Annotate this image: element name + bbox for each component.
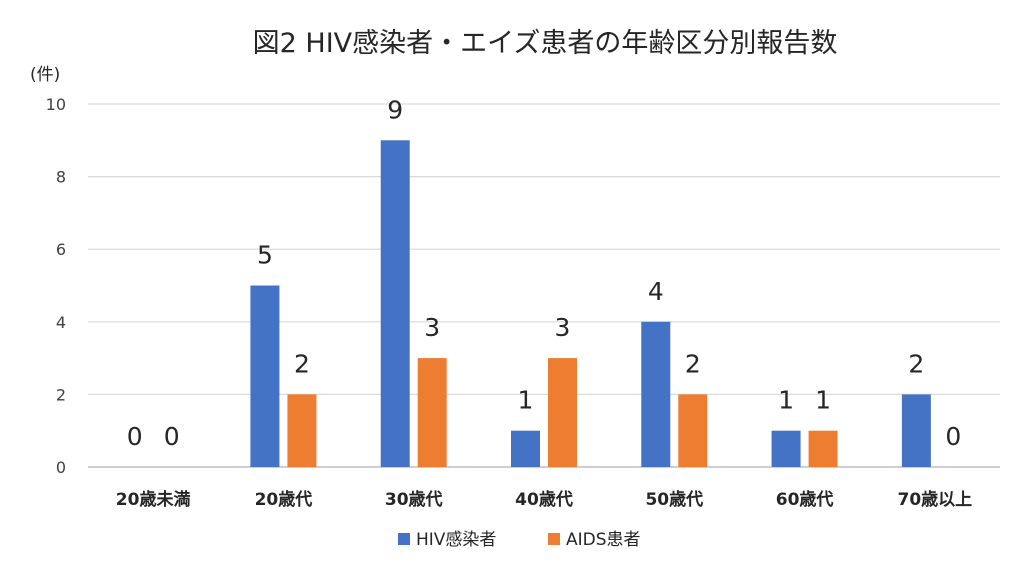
y-axis-unit-label: (件) bbox=[30, 65, 60, 85]
data-label: 1 bbox=[778, 386, 794, 415]
y-axis-ticks: 0 2 4 6 8 10 bbox=[46, 95, 66, 477]
bar bbox=[511, 430, 540, 467]
legend-label: AIDS患者 bbox=[566, 530, 641, 550]
y-tick-label: 10 bbox=[46, 95, 66, 114]
y-tick-label: 6 bbox=[56, 240, 66, 259]
bar bbox=[380, 140, 410, 468]
data-label: 4 bbox=[648, 277, 664, 306]
legend: HIV感染者 AIDS患者 bbox=[398, 530, 641, 550]
y-tick-label: 2 bbox=[56, 385, 66, 404]
data-label: 5 bbox=[257, 241, 273, 270]
x-tick-label: 60歳代 bbox=[776, 489, 834, 510]
x-tick-label: 20歳未満 bbox=[116, 489, 191, 510]
gridlines bbox=[88, 103, 1000, 468]
x-tick-label: 50歳代 bbox=[645, 489, 703, 510]
bar bbox=[678, 394, 708, 467]
bar bbox=[808, 430, 838, 467]
x-tick-label: 20歳代 bbox=[255, 489, 313, 510]
x-tick-label: 70歳以上 bbox=[898, 489, 973, 510]
bar bbox=[250, 285, 280, 467]
data-label: 0 bbox=[945, 422, 961, 451]
bar bbox=[771, 430, 801, 467]
y-tick-label: 8 bbox=[56, 168, 66, 187]
bar bbox=[901, 394, 931, 467]
legend-swatch bbox=[398, 533, 410, 545]
data-label: 0 bbox=[164, 422, 180, 451]
data-label: 3 bbox=[555, 313, 571, 342]
data-label: 0 bbox=[127, 422, 143, 451]
legend-swatch bbox=[548, 533, 560, 545]
bar bbox=[417, 358, 447, 467]
x-tick-label: 30歳代 bbox=[385, 489, 443, 510]
bar bbox=[641, 321, 671, 467]
y-tick-label: 0 bbox=[56, 458, 66, 477]
chart-title: 図2 HIV感染者・エイズ患者の年齢区分別報告数 bbox=[253, 28, 838, 59]
data-label: 3 bbox=[424, 313, 440, 342]
y-tick-label: 4 bbox=[56, 313, 66, 332]
data-label: 2 bbox=[685, 349, 701, 378]
data-label: 1 bbox=[518, 386, 534, 415]
bars bbox=[250, 140, 931, 468]
bar bbox=[287, 394, 317, 467]
data-label: 2 bbox=[294, 349, 310, 378]
data-label: 9 bbox=[387, 95, 403, 124]
data-label: 1 bbox=[815, 386, 831, 415]
x-axis-ticks: 20歳未満 20歳代 30歳代 40歳代 50歳代 60歳代 70歳以上 bbox=[116, 489, 972, 510]
x-tick-label: 40歳代 bbox=[515, 489, 573, 510]
legend-label: HIV感染者 bbox=[416, 530, 496, 550]
bar bbox=[548, 358, 577, 467]
data-label: 2 bbox=[908, 349, 924, 378]
